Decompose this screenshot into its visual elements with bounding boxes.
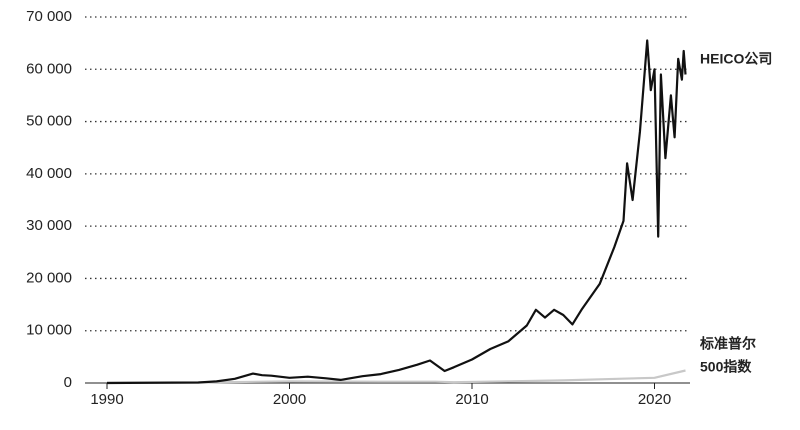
x-tick-label: 2010 bbox=[455, 391, 488, 408]
series-line bbox=[106, 39, 687, 385]
y-tick-label: 60 000 bbox=[26, 60, 72, 77]
series-line bbox=[106, 369, 686, 384]
x-tick-label: 2000 bbox=[273, 391, 306, 408]
y-tick-label: 50 000 bbox=[26, 113, 72, 130]
series-label: 标准普尔 bbox=[699, 336, 756, 352]
x-tick-label: 2020 bbox=[638, 391, 671, 408]
y-tick-label: 0 bbox=[64, 374, 72, 391]
series-label: 500指数 bbox=[700, 359, 752, 375]
y-tick-label: 30 000 bbox=[26, 217, 72, 234]
y-tick-label: 70 000 bbox=[26, 8, 72, 25]
y-tick-label: 20 000 bbox=[26, 269, 72, 286]
x-tick-label: 1990 bbox=[90, 391, 123, 408]
series-label: HEICO公司 bbox=[700, 51, 772, 67]
y-tick-label: 10 000 bbox=[26, 322, 72, 339]
y-tick-label: 40 000 bbox=[26, 165, 72, 182]
